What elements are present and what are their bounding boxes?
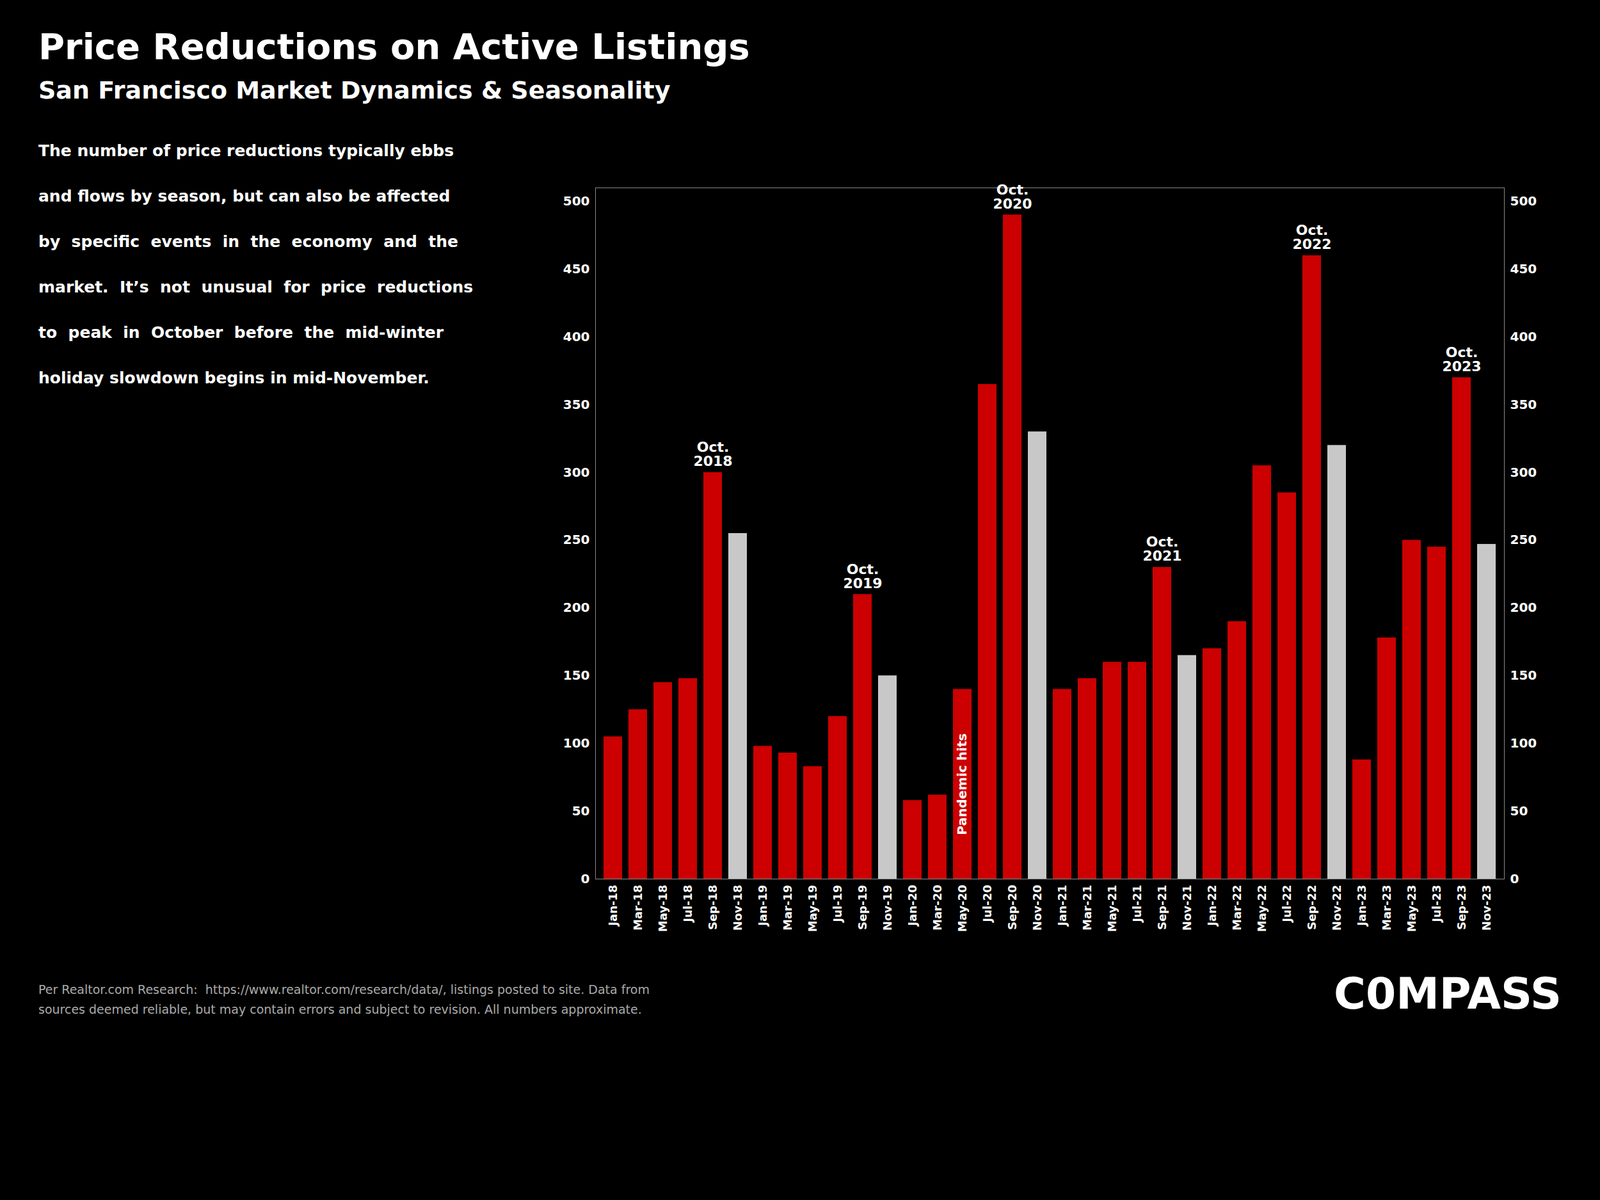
svg-text:Oct.2022: Oct.2022 bbox=[1292, 222, 1332, 253]
svg-text:Mar-21: Mar-21 bbox=[1080, 885, 1094, 931]
svg-text:Mar-23: Mar-23 bbox=[1379, 885, 1394, 931]
svg-text:250: 250 bbox=[563, 531, 591, 548]
svg-text:450: 450 bbox=[1510, 261, 1538, 277]
svg-text:350: 350 bbox=[1510, 396, 1538, 413]
html-text:C0MPASS: C0MPASS bbox=[1333, 968, 1562, 1019]
svg-text:Sep-21: Sep-21 bbox=[1155, 885, 1169, 931]
html-text:market. It’s not unusual for p: market. It’s not unusual for price reduc… bbox=[38, 277, 474, 297]
svg-text:100: 100 bbox=[1510, 735, 1538, 751]
svg-text:Jul-20: Jul-20 bbox=[980, 885, 994, 924]
svg-text:Oct.2019: Oct.2019 bbox=[842, 561, 882, 592]
svg-text:0: 0 bbox=[1510, 871, 1520, 887]
svg-text:Mar-19: Mar-19 bbox=[780, 885, 795, 931]
svg-text:Sep-20: Sep-20 bbox=[1005, 885, 1019, 931]
html-text:The number of price reductions: The number of price reductions typically… bbox=[38, 141, 454, 160]
svg-text:Sep-19: Sep-19 bbox=[855, 885, 870, 931]
svg-text:Nov-18: Nov-18 bbox=[730, 885, 745, 932]
svg-text:200: 200 bbox=[1510, 599, 1538, 616]
svg-text:100: 100 bbox=[563, 735, 591, 751]
svg-text:Nov-20: Nov-20 bbox=[1030, 885, 1044, 932]
svg-text:Mar-18: Mar-18 bbox=[631, 885, 645, 931]
svg-text:450: 450 bbox=[563, 261, 591, 277]
svg-text:Nov-22: Nov-22 bbox=[1329, 885, 1344, 932]
svg-text:May-23: May-23 bbox=[1404, 885, 1419, 933]
svg-text:Jan-22: Jan-22 bbox=[1205, 885, 1219, 928]
html-text:by specific events in the econ: by specific events in the economy and th… bbox=[38, 232, 459, 251]
svg-text:150: 150 bbox=[1510, 667, 1538, 683]
svg-text:May-18: May-18 bbox=[656, 885, 670, 933]
svg-text:200: 200 bbox=[563, 599, 591, 616]
svg-text:Jan-21: Jan-21 bbox=[1055, 885, 1069, 928]
svg-text:50: 50 bbox=[572, 803, 591, 819]
svg-text:Nov-19: Nov-19 bbox=[880, 885, 895, 932]
svg-text:400: 400 bbox=[563, 328, 591, 345]
svg-text:Jan-20: Jan-20 bbox=[905, 885, 920, 928]
html-text:and flows by season, but can a: and flows by season, but can also be aff… bbox=[38, 186, 451, 206]
svg-text:May-21: May-21 bbox=[1105, 885, 1119, 933]
svg-text:300: 300 bbox=[1510, 464, 1538, 480]
svg-text:250: 250 bbox=[1510, 531, 1538, 548]
html-text:holiday slowdown begins in mid: holiday slowdown begins in mid-November. bbox=[38, 368, 430, 388]
svg-text:150: 150 bbox=[563, 667, 591, 683]
svg-text:Oct.2021: Oct.2021 bbox=[1142, 533, 1182, 564]
svg-text:50: 50 bbox=[1510, 803, 1529, 819]
svg-text:Mar-20: Mar-20 bbox=[930, 885, 944, 931]
svg-text:May-22: May-22 bbox=[1255, 885, 1269, 933]
svg-text:Pandemic hits: Pandemic hits bbox=[954, 733, 970, 836]
svg-text:Jan-23: Jan-23 bbox=[1354, 885, 1369, 928]
svg-text:Sep-22: Sep-22 bbox=[1304, 885, 1319, 931]
svg-text:Sep-18: Sep-18 bbox=[705, 885, 720, 931]
svg-text:May-20: May-20 bbox=[955, 885, 969, 933]
svg-text:Jan-19: Jan-19 bbox=[755, 885, 770, 928]
svg-text:350: 350 bbox=[563, 396, 591, 413]
svg-text:0: 0 bbox=[581, 871, 591, 887]
html-text:San Francisco Market Dynamics: San Francisco Market Dynamics & Seasonal… bbox=[38, 76, 671, 105]
svg-text:Nov-21: Nov-21 bbox=[1180, 885, 1194, 932]
svg-text:Jul-21: Jul-21 bbox=[1130, 885, 1144, 924]
svg-text:500: 500 bbox=[563, 193, 591, 209]
svg-text:300: 300 bbox=[563, 464, 591, 480]
svg-text:Oct.2023: Oct.2023 bbox=[1441, 344, 1481, 375]
html-text:Per Realtor.com Research: http: Per Realtor.com Research: https://www.re… bbox=[38, 982, 650, 1017]
svg-text:400: 400 bbox=[1510, 328, 1538, 345]
svg-text:Oct.2020: Oct.2020 bbox=[992, 181, 1032, 212]
svg-text:Mar-22: Mar-22 bbox=[1230, 885, 1244, 931]
html-text:Price Reductions on Active Lis: Price Reductions on Active Listings bbox=[38, 25, 750, 68]
svg-text:Jul-18: Jul-18 bbox=[680, 885, 695, 924]
svg-text:Oct.2018: Oct.2018 bbox=[693, 439, 733, 470]
svg-text:500: 500 bbox=[1510, 193, 1538, 209]
html-text:to peak in October before the: to peak in October before the mid-winter bbox=[38, 323, 444, 342]
svg-text:May-19: May-19 bbox=[805, 885, 820, 933]
svg-text:Sep-23: Sep-23 bbox=[1454, 885, 1469, 931]
svg-text:Jul-19: Jul-19 bbox=[830, 885, 845, 924]
svg-text:Jul-23: Jul-23 bbox=[1429, 885, 1444, 924]
svg-text:Nov-23: Nov-23 bbox=[1479, 885, 1494, 932]
svg-text:Jul-22: Jul-22 bbox=[1280, 885, 1294, 924]
svg-text:Jan-18: Jan-18 bbox=[606, 885, 620, 928]
